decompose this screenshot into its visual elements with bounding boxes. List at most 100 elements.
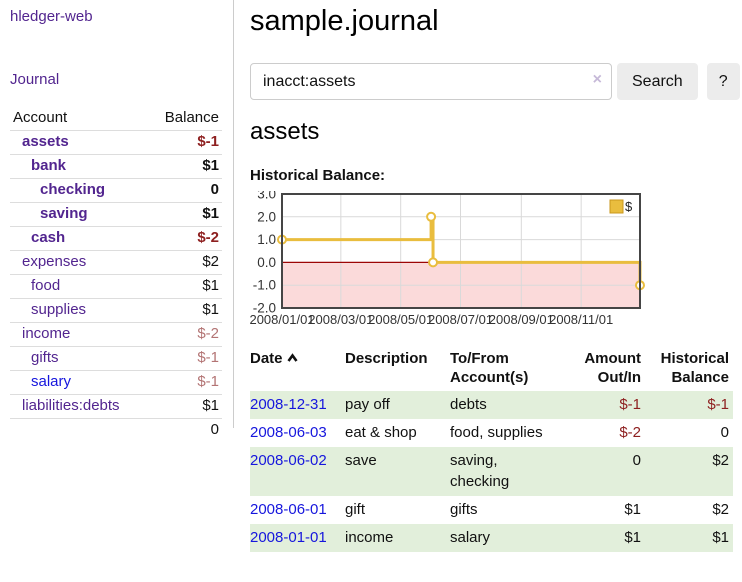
account-balance: $1 bbox=[148, 274, 222, 299]
account-balance: $-2 bbox=[148, 226, 222, 251]
transaction-amount: $-1 bbox=[619, 396, 641, 413]
y-tick-label: 3.0 bbox=[257, 191, 276, 202]
y-tick-label: 1.0 bbox=[257, 232, 276, 247]
data-point bbox=[426, 211, 437, 222]
account-balance: $-2 bbox=[148, 322, 222, 347]
app-brand-link[interactable]: hledger-web bbox=[10, 8, 93, 25]
account-row: cash $-2 bbox=[10, 226, 222, 251]
x-tick-label: 2008/03/01 bbox=[308, 312, 373, 327]
account-row: food $1 bbox=[10, 274, 222, 299]
register-header-date[interactable]: Date bbox=[250, 347, 345, 391]
transaction-balance: $2 bbox=[712, 501, 729, 518]
transaction-amount: $-2 bbox=[619, 424, 641, 441]
accounts-total-value: 0 bbox=[148, 418, 222, 442]
accounts-header-row: Account Balance bbox=[10, 106, 222, 131]
accounts-total-spacer bbox=[10, 418, 149, 442]
transaction-row: 2008-01-01 income salary $1 $1 bbox=[250, 524, 733, 552]
account-link-checking[interactable]: checking bbox=[40, 181, 106, 198]
transaction-description: eat & shop bbox=[345, 424, 417, 441]
nav-journal-link[interactable]: Journal bbox=[10, 71, 60, 88]
transaction-description: save bbox=[345, 452, 377, 469]
y-tick-label: 2.0 bbox=[257, 209, 276, 224]
account-link-expenses[interactable]: expenses bbox=[22, 253, 87, 270]
transaction-balance: $1 bbox=[712, 529, 729, 546]
legend-label: $ bbox=[625, 199, 633, 214]
account-link-salary[interactable]: salary bbox=[31, 373, 72, 390]
chart-svg: $3.0 2.0 1.0 0.0 -1.0 -2.02008/01/012008/03/0… bbox=[249, 187, 645, 327]
transaction-row: 2008-12-31 pay off debts $-1 $-1 bbox=[250, 391, 733, 419]
transaction-row: 2008-06-03 eat & shop food, supplies $-2 0 bbox=[250, 419, 733, 447]
account-balance: $-1 bbox=[148, 346, 222, 371]
account-balance: $1 bbox=[148, 154, 222, 179]
historical-balance-chart[interactable]: $3.0 2.0 1.0 0.0 -1.0 -2.0 2008/01/01 2008/03/0… bbox=[249, 187, 742, 335]
register-header-amount: Amount Out/In bbox=[584, 350, 641, 386]
account-balance: $1 bbox=[148, 394, 222, 419]
accounts-header-balance: Balance bbox=[148, 106, 222, 131]
transaction-balance: 0 bbox=[720, 424, 729, 441]
account-link-gifts[interactable]: gifts bbox=[31, 349, 59, 366]
account-balance: $1 bbox=[148, 202, 222, 227]
x-tick-label: 2008/01/01 bbox=[250, 312, 315, 327]
data-point bbox=[428, 257, 439, 268]
x-tick-label: 2008/07/01 bbox=[428, 312, 493, 327]
account-link-assets[interactable]: assets bbox=[22, 133, 69, 150]
sidebar: hledger-web Journal Account Balance asse… bbox=[0, 0, 233, 442]
register-header-balance: Historical Balance bbox=[660, 350, 729, 386]
transaction-accounts: food, supplies bbox=[450, 424, 543, 441]
accounts-total-row: 0 bbox=[10, 418, 222, 442]
transaction-date-link[interactable]: 2008-06-01 bbox=[250, 501, 327, 518]
transaction-row: 2008-06-01 gift gifts $1 $2 bbox=[250, 496, 733, 524]
sort-ascending-icon bbox=[286, 353, 298, 362]
search-input[interactable] bbox=[250, 63, 612, 100]
account-row: gifts $-1 bbox=[10, 346, 222, 371]
account-row: income $-2 bbox=[10, 322, 222, 347]
register-header-row: Date Description To/From Account(s) Amou… bbox=[250, 347, 733, 391]
account-link-food[interactable]: food bbox=[31, 277, 61, 294]
sidebar-divider bbox=[233, 0, 234, 428]
transaction-date-link[interactable]: 2008-01-01 bbox=[250, 529, 327, 546]
account-balance: 0 bbox=[148, 178, 222, 203]
y-tick-label: -1.0 bbox=[253, 278, 276, 293]
account-link-saving[interactable]: saving bbox=[40, 205, 88, 222]
transaction-amount: $1 bbox=[624, 501, 641, 518]
account-row: checking 0 bbox=[10, 178, 222, 203]
sidebar-nav: Journal bbox=[10, 71, 223, 88]
y-tick-label: 0.0 bbox=[257, 255, 276, 270]
help-button[interactable]: ? bbox=[706, 63, 740, 100]
transaction-date-link[interactable]: 2008-12-31 bbox=[250, 396, 327, 413]
app-brand: hledger-web bbox=[10, 8, 223, 25]
main-content: sample.journal × Search ? assets Histori… bbox=[249, 0, 742, 552]
transaction-date-link[interactable]: 2008-06-02 bbox=[250, 452, 327, 469]
x-tick-label: 2008/09/01 bbox=[489, 312, 554, 327]
y-tick-label: -2.0 bbox=[253, 301, 276, 316]
search-form: × Search ? bbox=[250, 63, 742, 100]
transaction-accounts: salary bbox=[450, 529, 491, 546]
transaction-balance: $-1 bbox=[707, 396, 729, 413]
transaction-date-link[interactable]: 2008-06-03 bbox=[250, 424, 327, 441]
account-balance: $-1 bbox=[148, 370, 222, 395]
search-button[interactable]: Search bbox=[617, 63, 698, 100]
account-row: liabilities:debts $1 bbox=[10, 394, 222, 419]
account-link-income[interactable]: income bbox=[22, 325, 71, 342]
account-link-cash[interactable]: cash bbox=[31, 229, 66, 246]
account-balance: $1 bbox=[148, 298, 222, 323]
transaction-row: 2008-06-02 save saving, checking 0 $2 bbox=[250, 447, 733, 496]
search-box: × bbox=[250, 63, 612, 100]
account-link-supplies[interactable]: supplies bbox=[31, 301, 87, 318]
transaction-description: income bbox=[345, 529, 394, 546]
accounts-table: Account Balance assets $-1 bank $1 checking 0… bbox=[10, 106, 222, 442]
transaction-amount: $1 bbox=[624, 529, 641, 546]
transaction-description: pay off bbox=[345, 396, 390, 413]
account-row: assets $-1 bbox=[10, 130, 222, 155]
clear-search-icon[interactable]: × bbox=[592, 71, 602, 88]
account-link-bank[interactable]: bank bbox=[31, 157, 67, 174]
chart-title: Historical Balance: bbox=[250, 167, 386, 184]
account-balance: $-1 bbox=[148, 130, 222, 155]
x-tick-label: 2008/11/01 bbox=[549, 312, 613, 327]
accounts-header-account: Account bbox=[10, 106, 149, 131]
account-link-liabilities-debts[interactable]: liabilities:debts bbox=[22, 397, 120, 414]
transaction-accounts: saving, checking bbox=[450, 452, 510, 490]
transaction-description: gift bbox=[345, 501, 366, 518]
account-row: supplies $1 bbox=[10, 298, 222, 323]
